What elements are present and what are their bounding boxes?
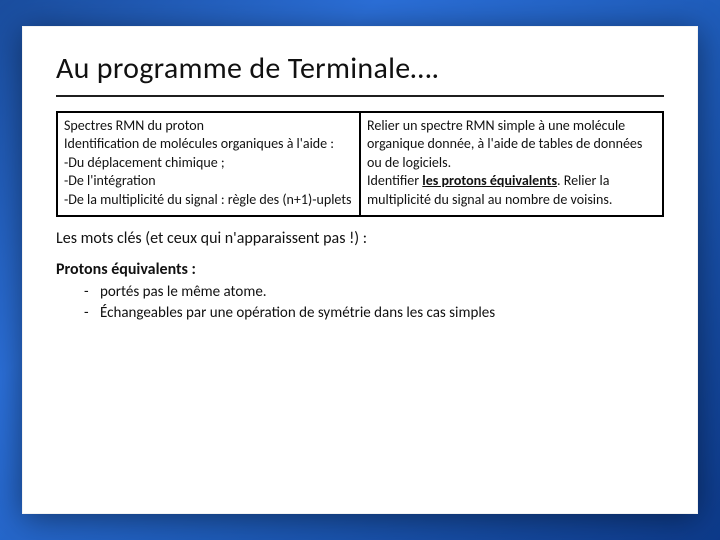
cell-line-prefix: Identifier [367, 172, 422, 189]
slide-frame: Au programme de Terminale…. Spectres RMN… [0, 0, 720, 540]
page-title: Au programme de Terminale…. [56, 50, 664, 87]
table-row: Spectres RMN du proton Identification de… [57, 112, 663, 216]
cell-line: Spectres RMN du proton [64, 117, 204, 134]
cell-line: -De la multiplicité du signal : règle de… [64, 191, 352, 208]
list-item: portés pas le même atome. [84, 283, 664, 301]
cell-line: -De l'intégration [64, 172, 156, 189]
cell-line-bold: les protons équivalents [422, 172, 557, 189]
list-item: Échangeables par une opération de symétr… [84, 304, 664, 322]
subheading: Protons équivalents : [56, 260, 664, 279]
table-cell-right: Relier un spectre RMN simple à une moléc… [360, 112, 663, 216]
slide-content: Au programme de Terminale…. Spectres RMN… [22, 26, 698, 514]
bullet-list: portés pas le même atome. Échangeables p… [56, 283, 664, 322]
table-cell-left: Spectres RMN du proton Identification de… [57, 112, 360, 216]
title-divider [56, 95, 664, 97]
cell-line: Relier un spectre RMN simple à une moléc… [367, 117, 642, 171]
cell-line: Identification de molécules organiques à… [64, 135, 334, 152]
program-table: Spectres RMN du proton Identification de… [56, 111, 664, 217]
cell-line: -Du déplacement chimique ; [64, 154, 225, 171]
keywords-line: Les mots clés (et ceux qui n'apparaissen… [56, 229, 664, 248]
